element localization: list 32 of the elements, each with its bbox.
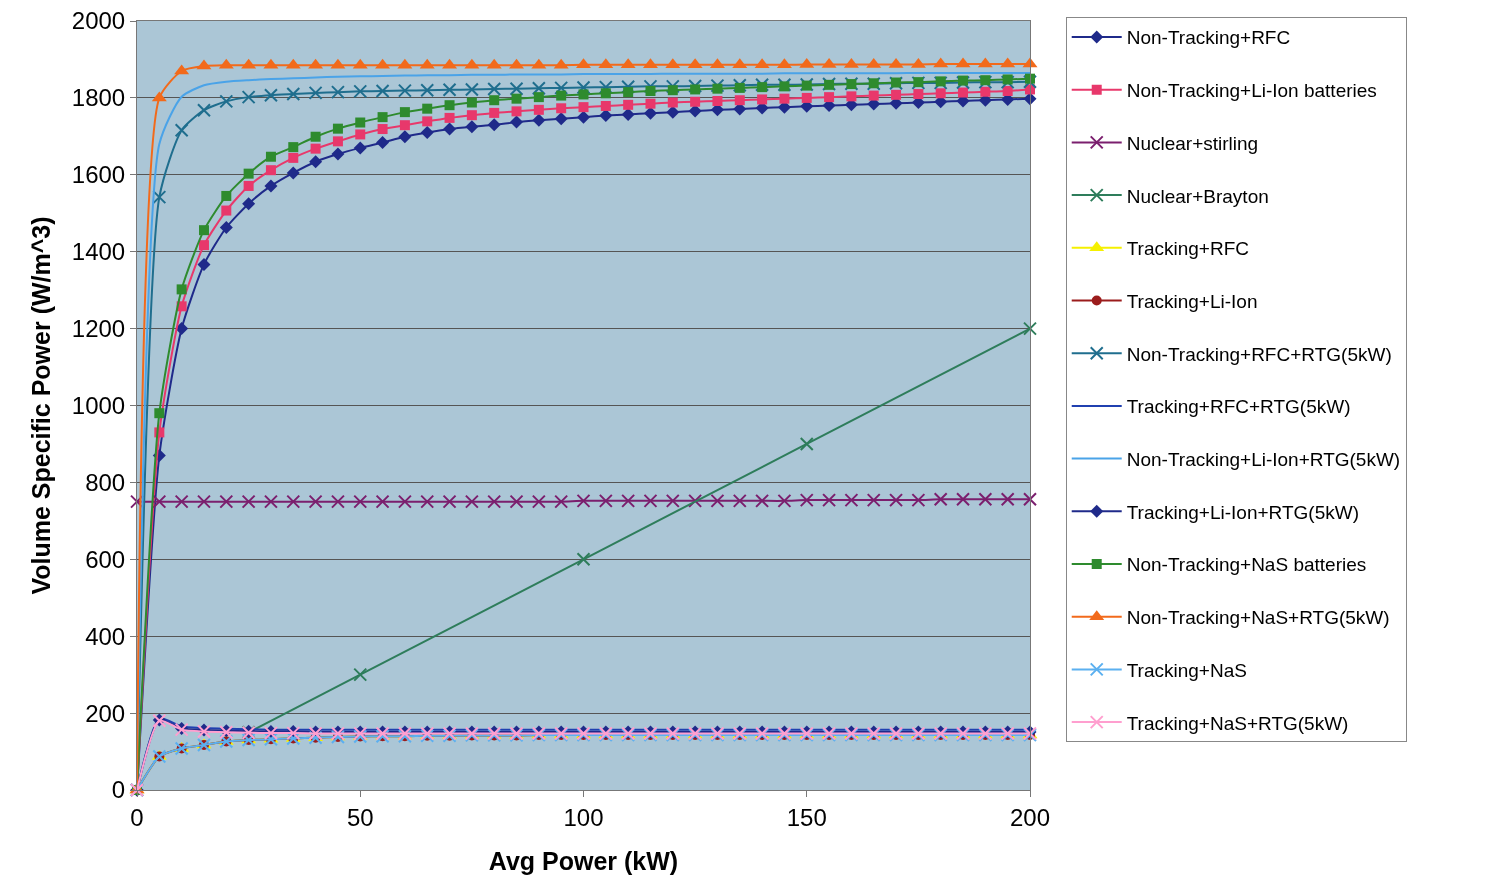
y-tick-label: 0 [111, 776, 126, 804]
y-tick-label: 600 [85, 545, 126, 573]
legend-label: Non-Tracking+Li-Ion+RTG(5kW) [1126, 449, 1401, 471]
y-axis-title: Volume Specific Power (W/m^3) [26, 216, 55, 595]
y-tick-label: 2000 [71, 7, 126, 35]
legend-label: Tracking+RFC+RTG(5kW) [1126, 396, 1351, 418]
y-tick-label: 1000 [71, 391, 126, 419]
legend-label: Nuclear+Brayton [1126, 185, 1269, 207]
legend-label: Non-Tracking+NaS+RTG(5kW) [1126, 607, 1390, 629]
y-tick-label: 400 [85, 622, 126, 650]
x-tick-label: 50 [346, 803, 374, 831]
x-tick-label: 150 [786, 803, 827, 831]
x-axis-title: Avg Power (kW) [488, 846, 679, 875]
x-tick-label: 200 [1009, 803, 1051, 831]
x-tick-label: 0 [130, 803, 144, 831]
legend-label: Non-Tracking+Li-Ion batteries [1126, 80, 1377, 102]
y-tick-label: 1200 [71, 315, 126, 342]
legend-label: Non-Tracking+RFC [1126, 27, 1291, 49]
x-tick-label: 100 [563, 803, 604, 831]
y-tick-label: 200 [85, 699, 126, 727]
legend-label: Tracking+NaS [1126, 659, 1247, 681]
legend-label: Nuclear+stirling [1126, 132, 1259, 154]
y-tick-label: 1400 [71, 238, 126, 266]
y-tick-label: 800 [85, 468, 126, 496]
legend-label: Tracking+RFC [1126, 238, 1250, 260]
legend-label: Non-Tracking+RFC+RTG(5kW) [1126, 343, 1392, 365]
legend-label: Tracking+NaS+RTG(5kW) [1126, 712, 1349, 734]
y-tick-label: 1800 [71, 84, 126, 112]
legend-label: Non-Tracking+NaS batteries [1126, 554, 1367, 576]
legend-label: Tracking+Li-Ion+RTG(5kW) [1126, 501, 1360, 523]
y-tick-label: 1600 [71, 161, 126, 189]
legend-label: Tracking+Li-Ion [1126, 290, 1258, 312]
